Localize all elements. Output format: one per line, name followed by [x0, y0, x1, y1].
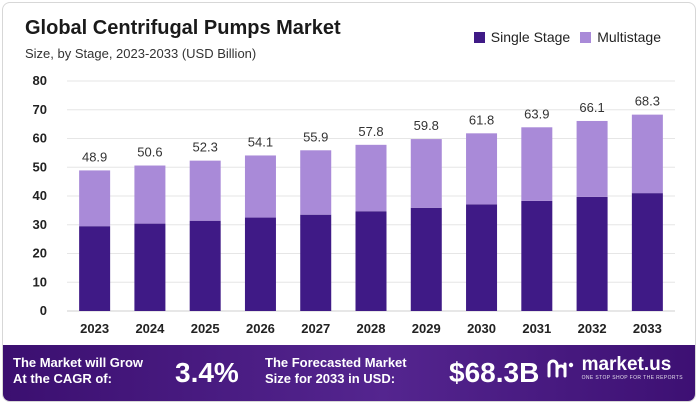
brand-name: market.us — [581, 354, 672, 375]
y-tick-label: 0 — [40, 303, 47, 318]
cagr-label: The Market will Grow At the CAGR of: — [13, 355, 143, 387]
bar-segment-single-stage — [521, 200, 553, 311]
bar-total-label: 63.9 — [524, 106, 549, 121]
x-tick-label: 2025 — [191, 321, 220, 336]
x-tick-label: 2024 — [135, 321, 165, 336]
bar-segment-single-stage — [79, 226, 111, 311]
bar-total-label: 52.3 — [193, 140, 218, 155]
bar-segment-single-stage — [410, 207, 442, 311]
bar-total-label: 59.8 — [414, 118, 439, 133]
bar-segment-multistage — [79, 170, 111, 227]
y-tick-label: 80 — [33, 73, 47, 88]
bar-segment-multistage — [189, 160, 221, 221]
y-tick-label: 50 — [33, 159, 47, 174]
forecast-value: $68.3B — [449, 357, 540, 388]
bar-segment-multistage — [355, 144, 387, 212]
x-tick-label: 2026 — [246, 321, 275, 336]
bar-segment-multistage — [631, 114, 663, 194]
footer-banner: The Market will Grow At the CAGR of: 3.4… — [3, 345, 695, 401]
bar-total-label: 48.9 — [82, 149, 107, 164]
y-tick-label: 60 — [33, 131, 47, 146]
x-tick-label: 2033 — [633, 321, 662, 336]
x-tick-label: 2032 — [578, 321, 607, 336]
bar-segment-multistage — [410, 139, 442, 208]
y-tick-label: 20 — [33, 246, 47, 261]
bar-segment-single-stage — [355, 211, 387, 311]
bar-chart: 0102030405060708048.9202350.6202452.3202… — [33, 73, 675, 336]
cagr-label-line-2: At the CAGR of: — [13, 371, 112, 386]
bar-segment-multistage — [466, 133, 498, 205]
x-tick-label: 2029 — [412, 321, 441, 336]
bar-segment-single-stage — [576, 196, 608, 311]
bar-total-label: 55.9 — [303, 129, 328, 144]
bar-total-label: 68.3 — [635, 94, 660, 109]
bar-total-label: 57.8 — [358, 124, 383, 139]
brand-logo: market.us ONE STOP SHOP FOR THE REPORTS — [546, 355, 683, 381]
bar-total-label: 54.1 — [248, 134, 273, 149]
bar-segment-multistage — [521, 127, 553, 201]
chart-title: Global Centrifugal Pumps Market — [25, 17, 341, 39]
legend-swatch-single-stage — [473, 31, 485, 43]
x-tick-label: 2031 — [522, 321, 551, 336]
x-tick-label: 2023 — [80, 321, 109, 336]
chart-card: Global Centrifugal Pumps Market Size, by… — [2, 2, 696, 402]
bar-segment-multistage — [134, 165, 166, 224]
forecast-label: The Forecasted Market Size for 2033 in U… — [265, 355, 407, 387]
y-tick-label: 30 — [33, 217, 47, 232]
brand-tagline: ONE STOP SHOP FOR THE REPORTS — [581, 375, 683, 381]
bar-segment-single-stage — [189, 220, 221, 311]
bar-segment-multistage — [300, 150, 332, 215]
cagr-value: 3.4% — [175, 357, 239, 388]
legend-swatch-multistage — [580, 31, 592, 43]
bar-segment-single-stage — [244, 217, 276, 311]
chart-subtitle: Size, by Stage, 2023-2033 (USD Billion) — [25, 46, 257, 61]
bar-segment-multistage — [244, 155, 276, 218]
forecast-label-line-2: Size for 2033 in USD: — [265, 371, 396, 386]
bar-total-label: 66.1 — [579, 100, 604, 115]
legend-item-multistage: Multistage — [580, 29, 661, 45]
x-tick-label: 2027 — [301, 321, 330, 336]
x-tick-label: 2028 — [357, 321, 386, 336]
y-tick-label: 10 — [33, 274, 47, 289]
bar-segment-single-stage — [466, 204, 498, 311]
bar-segment-single-stage — [134, 223, 166, 311]
x-tick-label: 2030 — [467, 321, 496, 336]
bar-segment-multistage — [576, 120, 608, 197]
bar-total-label: 50.6 — [137, 145, 162, 160]
cagr-label-line-1: The Market will Grow — [13, 355, 144, 370]
legend-label-multistage: Multistage — [597, 29, 661, 45]
bar-segment-single-stage — [631, 193, 663, 311]
bar-segment-single-stage — [300, 214, 332, 311]
y-tick-label: 70 — [33, 102, 47, 117]
legend-label-single-stage: Single Stage — [490, 29, 571, 45]
forecast-label-line-1: The Forecasted Market — [265, 355, 407, 370]
market-us-logo-icon — [547, 359, 573, 378]
y-tick-label: 40 — [33, 188, 47, 203]
chart-legend: Single Stage Multistage — [473, 29, 661, 45]
legend-item-single-stage: Single Stage — [473, 29, 571, 45]
bar-total-label: 61.8 — [469, 112, 494, 127]
